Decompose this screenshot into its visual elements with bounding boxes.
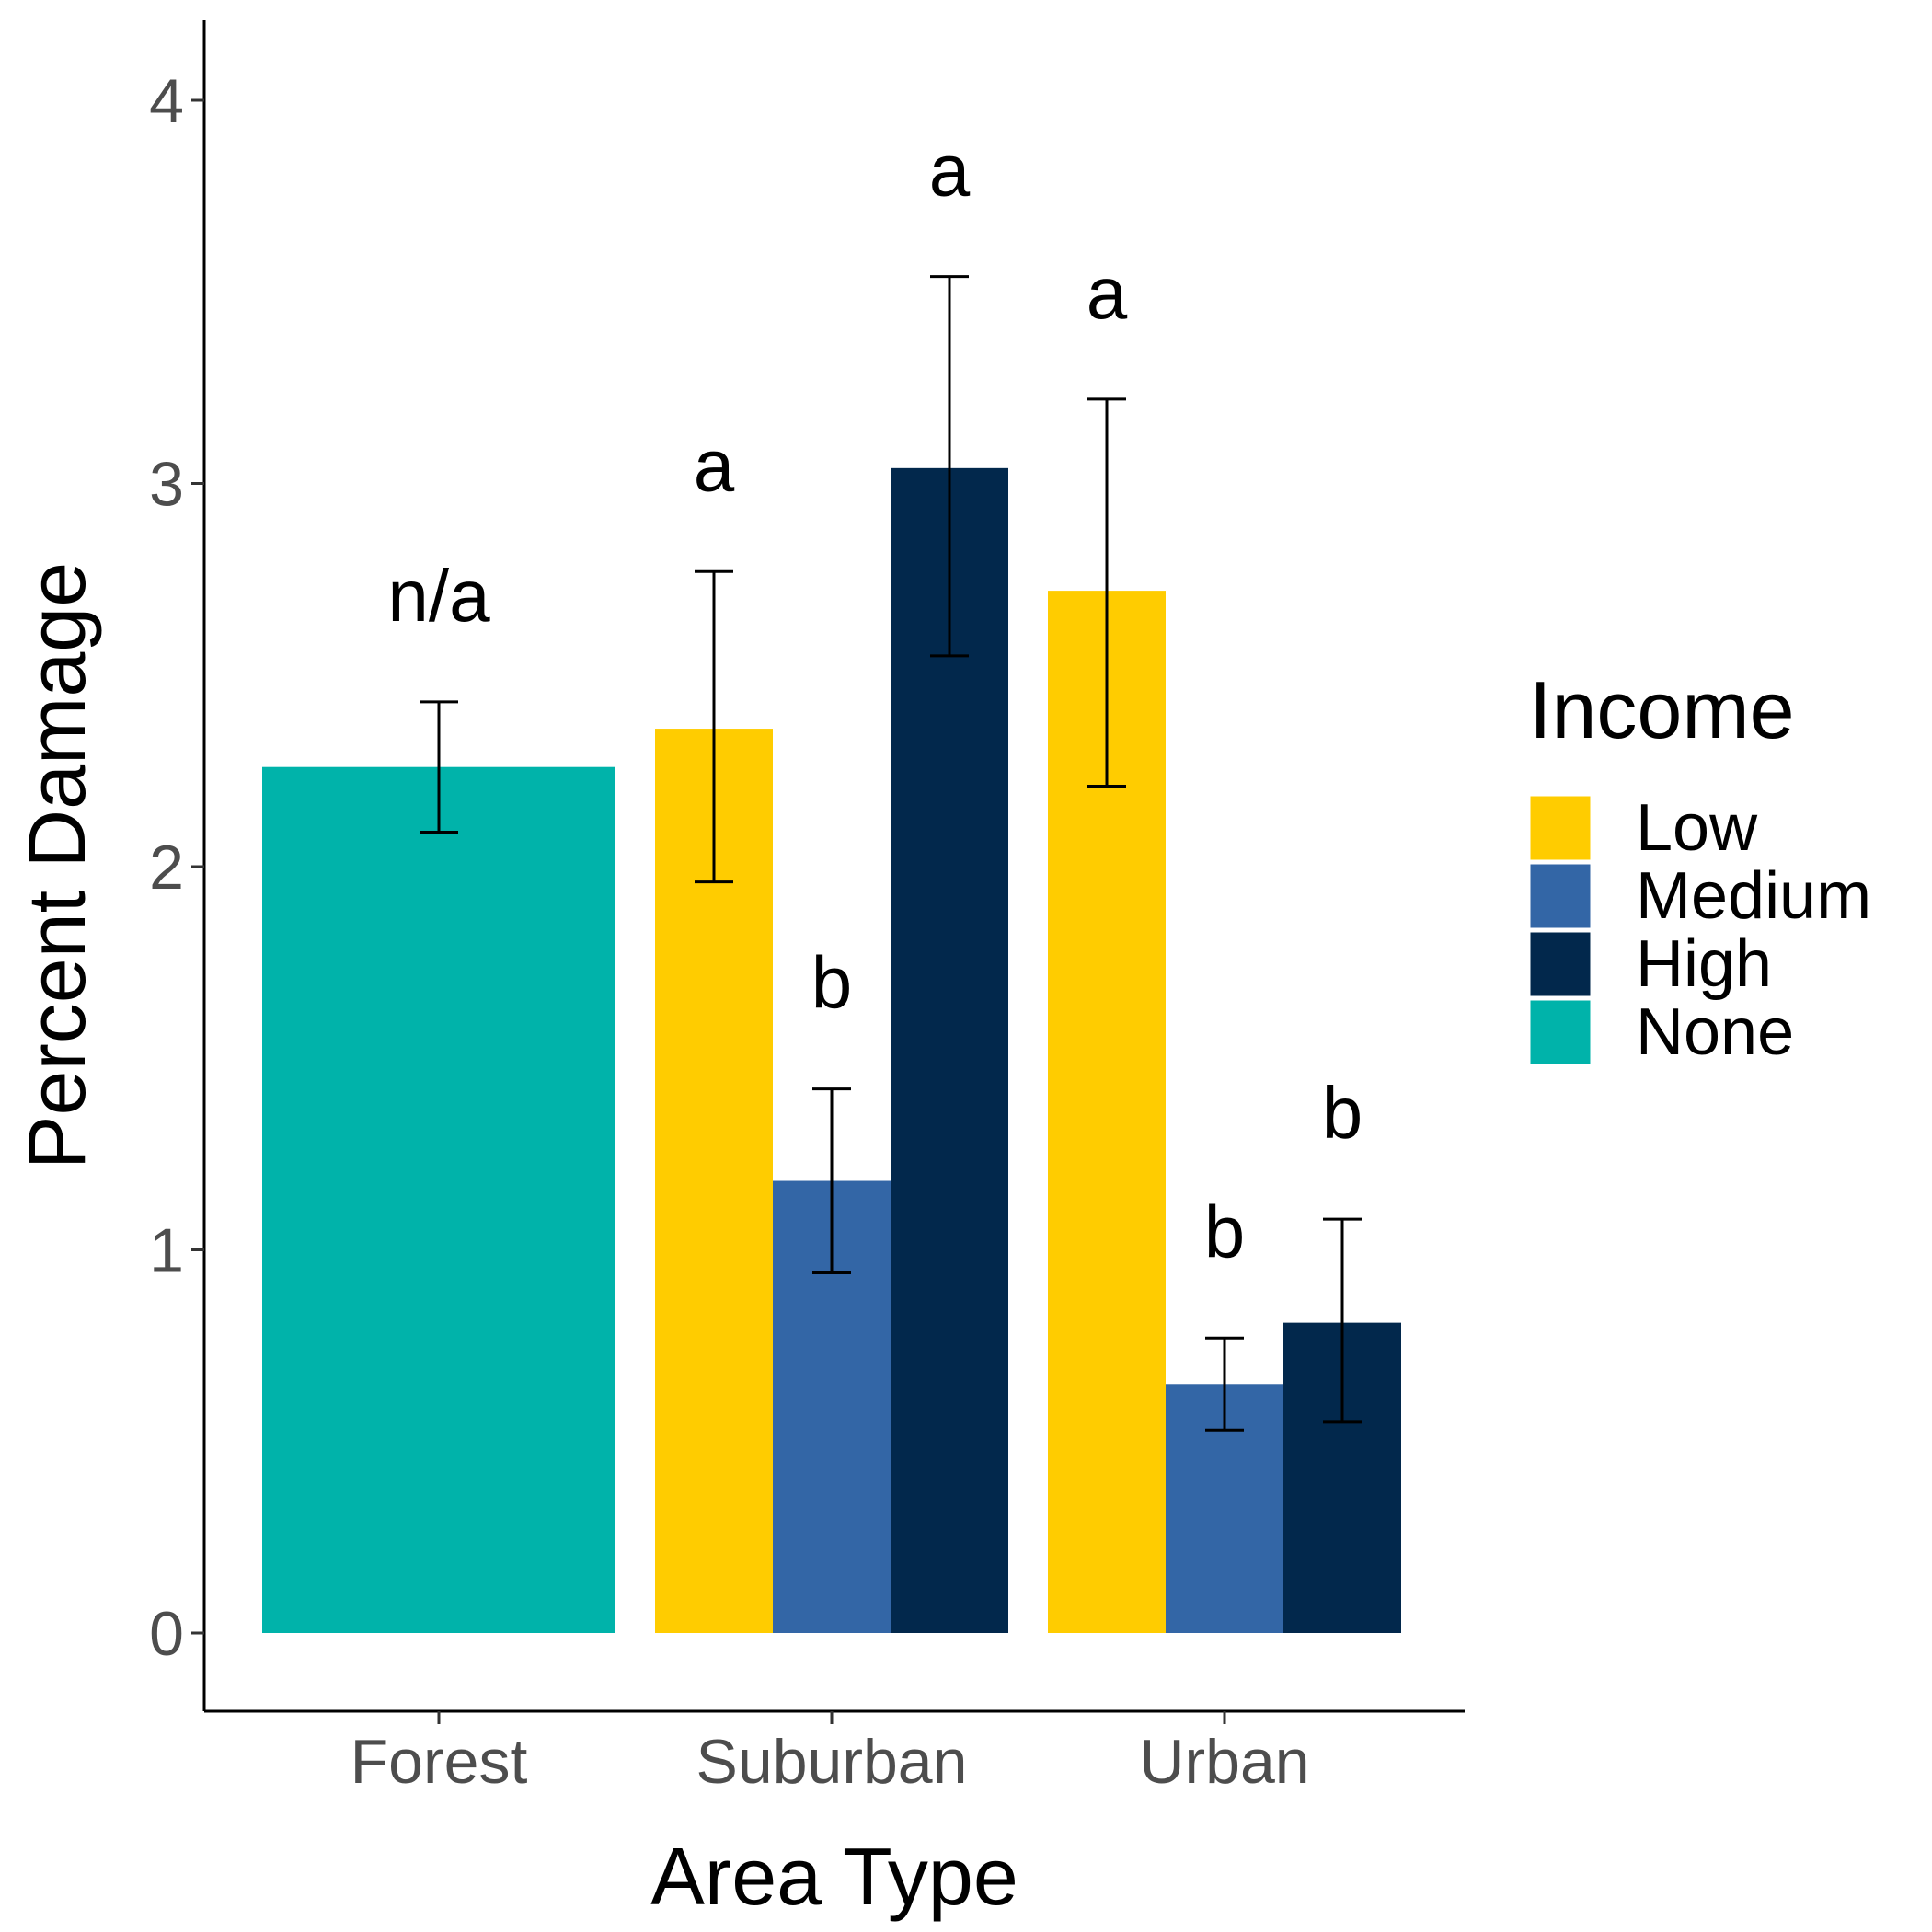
legend-item-medium: Medium (1527, 859, 1871, 933)
significance-label: a (1087, 252, 1128, 334)
significance-label: b (811, 942, 853, 1024)
error-bar (1205, 1336, 1244, 1432)
error-bar (812, 1087, 851, 1274)
significance-label: n/a (387, 555, 490, 637)
significance-label: b (1204, 1190, 1246, 1272)
y-axis-title: Percent Damage (11, 562, 102, 1169)
significance-label: a (694, 424, 735, 506)
error-bar (1323, 1217, 1362, 1424)
x-tick-label: Urban (1139, 1727, 1309, 1797)
legend-item-low: Low (1527, 791, 1758, 865)
y-tick-label: 4 (149, 66, 184, 136)
x-tick-label: Forest (351, 1727, 528, 1797)
bars-layer (262, 467, 1401, 1634)
x-ticks-layer: Forest Suburban Urban (351, 1711, 1310, 1797)
legend-title: Income (1529, 664, 1795, 755)
x-axis-title: Area Type (650, 1831, 1018, 1922)
significance-label: b (1322, 1072, 1363, 1154)
error-bars-layer (420, 275, 1362, 1432)
bar-forest-none (262, 766, 615, 1633)
legend-swatch (1527, 793, 1593, 863)
bar-suburban-high (891, 467, 1008, 1634)
y-tick-label: 0 (149, 1599, 184, 1669)
legend-swatch (1527, 861, 1593, 931)
x-tick-label: Suburban (696, 1727, 968, 1797)
significance-label: a (929, 130, 971, 212)
error-bar (930, 275, 969, 658)
legend-item-high: High (1527, 927, 1772, 1001)
error-bar (420, 700, 458, 834)
legend-label: Low (1636, 791, 1758, 865)
y-tick-label: 2 (149, 833, 184, 903)
legend-item-none: None (1527, 995, 1794, 1069)
legend-label: None (1636, 995, 1794, 1069)
legend-swatch (1527, 997, 1593, 1067)
legend-swatch (1527, 929, 1593, 999)
y-ticks-layer: 0 1 2 3 4 (149, 66, 204, 1669)
legend-label: Medium (1636, 859, 1871, 933)
error-bar (695, 569, 733, 884)
legend-label: High (1636, 927, 1772, 1001)
y-tick-label: 1 (149, 1216, 184, 1286)
y-tick-label: 3 (149, 450, 184, 520)
error-bar (1087, 397, 1126, 788)
